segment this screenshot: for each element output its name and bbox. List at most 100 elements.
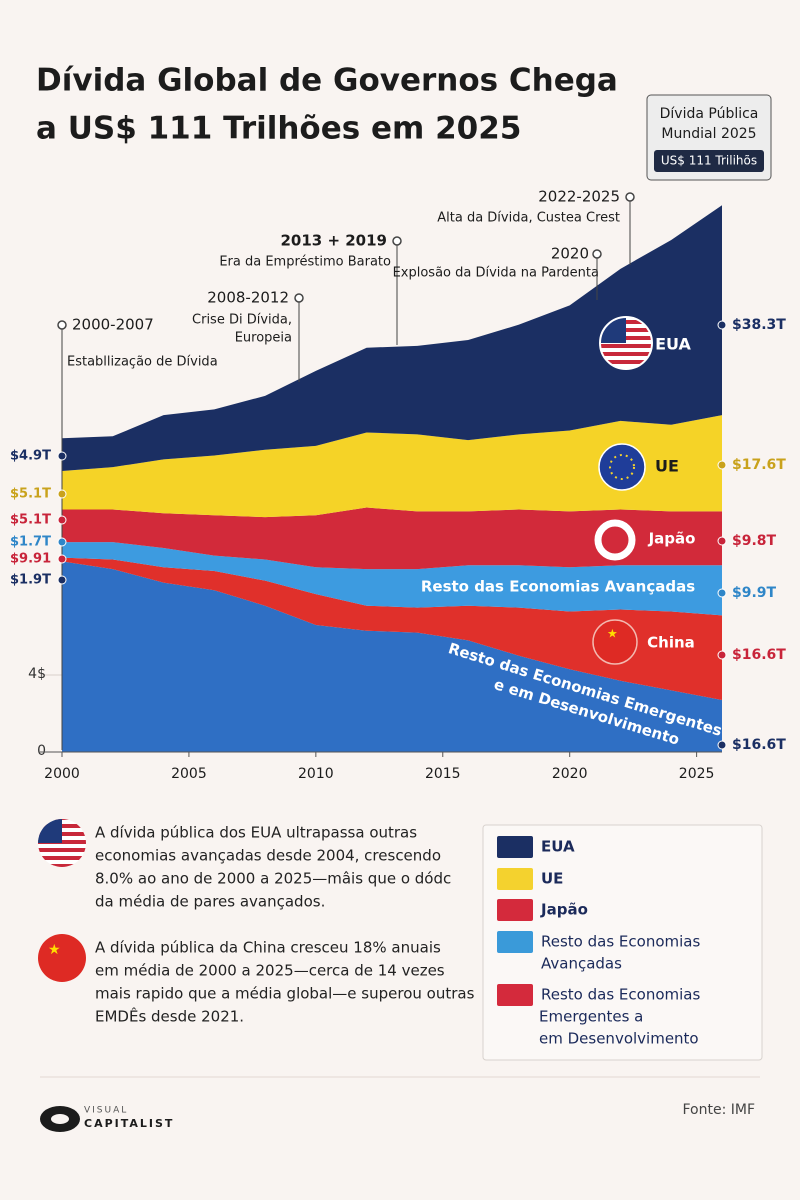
legend-box — [482, 824, 763, 1061]
legend-swatch — [497, 899, 533, 921]
eu-stars — [609, 454, 635, 480]
note-text: 8.0% ao ano de 2000 a 2025—mâis que o dó… — [95, 870, 451, 888]
legend-swatch — [497, 931, 533, 953]
end-label: $17.6T — [732, 457, 786, 473]
note-text: mais rapido que a média global—e superou… — [95, 985, 475, 1003]
x-tick-label: 2025 — [679, 766, 715, 782]
annotation-dot — [392, 236, 402, 246]
end-dot — [717, 320, 727, 330]
end-dot — [717, 588, 727, 598]
annotation-dot — [294, 293, 304, 303]
series-label: Japão — [648, 530, 696, 548]
x-tick-label: 2010 — [298, 766, 334, 782]
annotation-text: Explosão da Dívida na Pardenta — [393, 266, 599, 281]
end-dot — [717, 650, 727, 660]
logo: VISUAL CAPITALIST — [40, 1106, 172, 1132]
china-star: ★ — [607, 627, 618, 641]
title: Dívida Global de Governos Chega a US$ 11… — [36, 63, 618, 147]
legend-label: Emergentes a — [539, 1008, 643, 1026]
us-flag — [38, 819, 86, 867]
end-label: $9.8T — [732, 533, 777, 549]
y-tick-label: 4$ — [28, 666, 46, 682]
end-dot — [717, 740, 727, 750]
note-text: A dívida pública da China cresceu 18% an… — [95, 939, 441, 957]
end-label: $16.6T — [732, 737, 786, 753]
start-dot — [57, 537, 67, 547]
source: Fonte: IMF — [682, 1102, 755, 1118]
end-dot — [717, 460, 727, 470]
annotation-text: Era da Empréstimo Barato — [219, 255, 391, 270]
legend-label: Resto das Economias — [541, 986, 700, 1004]
x-tick-label: 2005 — [171, 766, 207, 782]
notes: A dívida pública dos EUA ultrapassa outr… — [95, 824, 475, 1026]
annotation-period: 2000-2007 — [72, 316, 154, 334]
legend-label: Avançadas — [541, 955, 622, 973]
callout-pill — [654, 150, 764, 172]
x-tick-label: 2000 — [44, 766, 80, 782]
legend-label: Japão — [540, 901, 588, 919]
china-star: ★ — [48, 942, 61, 958]
annotation-period: 2022-2025 — [538, 188, 620, 206]
chart: 0 4$ 2000 2005 2010 2015 2020 2025 EUA UE Japão Res… — [10, 188, 786, 783]
flags: ★ — [592, 316, 653, 665]
area — [62, 557, 722, 701]
eu-flag — [598, 443, 646, 491]
note-text: economias avançadas desde 2004, crescend… — [95, 847, 441, 865]
logo-text: VISUAL — [84, 1106, 128, 1116]
legend-label: EUA — [541, 838, 575, 856]
annotation-text: Europeia — [235, 331, 292, 346]
start-dot — [57, 554, 67, 564]
area — [62, 415, 722, 518]
legend-label: em Desenvolvimento — [539, 1030, 699, 1048]
area — [62, 561, 722, 752]
note-text: da média de pares avançados. — [95, 893, 325, 911]
start-dot — [57, 451, 67, 461]
start-label: $1.9T — [10, 573, 51, 588]
annotation-dot — [57, 320, 67, 330]
annotation-dot — [592, 249, 602, 259]
note-text: EMDÊs desde 2021. — [95, 1007, 244, 1026]
note-text: em média de 2000 a 2025—cerca de 14 veze… — [95, 962, 445, 980]
start-label: $9.91 — [10, 552, 51, 567]
start-dot — [57, 515, 67, 525]
callout-text: Dívida Pública — [660, 106, 759, 122]
end-label: $16.6T — [732, 647, 786, 663]
legend-label: Resto das Economias — [541, 933, 700, 951]
area — [62, 507, 722, 570]
x-tick-label: 2015 — [425, 766, 461, 782]
area — [62, 542, 722, 616]
china-flag — [38, 934, 86, 982]
legend-swatch — [497, 868, 533, 890]
start-label: $5.1T — [10, 487, 51, 502]
logo-mark — [51, 1114, 69, 1124]
note-text: A dívida pública dos EUA ultrapassa outr… — [95, 824, 417, 842]
callout: Dívida Pública Mundial 2025 US$ 111 Tril… — [646, 94, 772, 181]
title-line: a US$ 111 Trilhões em 2025 — [36, 111, 521, 147]
callout-value: US$ 111 Trilihõs — [661, 154, 757, 168]
end-label: $38.3T — [732, 317, 786, 333]
start-label: $1.7T — [10, 535, 51, 550]
callout-text: Mundial 2025 — [661, 126, 756, 142]
annotation-period: 2013 + 2019 — [280, 232, 387, 250]
annotation-text: Establlização de Dívida — [67, 355, 218, 370]
series-label: Resto das Economias Avançadas — [421, 578, 695, 596]
annotation-text: Crise Di Dívida, — [192, 313, 292, 328]
area — [62, 205, 722, 471]
start-dot — [57, 575, 67, 585]
end-dot — [717, 536, 727, 546]
x-tick-label: 2020 — [552, 766, 588, 782]
start-label: $5.1T — [10, 513, 51, 528]
end-label: $9.9T — [732, 585, 777, 601]
annotation-period: 2020 — [551, 245, 589, 263]
legend-swatch — [497, 984, 533, 1006]
title-line: Dívida Global de Governos Chega — [36, 63, 618, 99]
japan-flag — [594, 519, 636, 561]
china-flag — [592, 619, 638, 665]
annotation-text: Alta da Dívida, Custea Crest — [437, 211, 620, 226]
legend: EUA UE Japão Resto das Economias Avançadas Re… — [497, 836, 700, 1048]
flag-ring — [599, 316, 653, 370]
start-dot — [57, 489, 67, 499]
series-label: UE — [655, 457, 679, 476]
series-label: EUA — [655, 335, 691, 354]
